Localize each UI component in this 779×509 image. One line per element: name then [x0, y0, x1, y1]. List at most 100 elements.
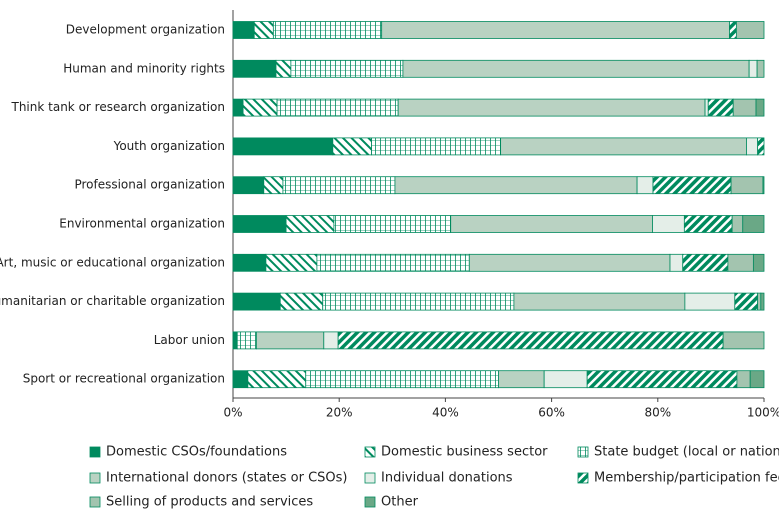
bar-segment	[749, 370, 765, 389]
x-tick-label: 80%	[644, 406, 671, 420]
legend-swatch	[364, 472, 376, 484]
bar-segment	[232, 292, 281, 311]
bar-segment	[755, 98, 765, 117]
bar-segment	[285, 215, 335, 233]
legend-swatch	[89, 446, 101, 458]
category-label: Think tank or research organization	[11, 100, 226, 114]
bar-segment	[757, 292, 762, 311]
bar-segment	[736, 370, 751, 389]
x-tick-label: 60%	[538, 406, 565, 420]
bar-segment	[669, 253, 684, 272]
bar-segment	[683, 215, 733, 233]
legend-swatch	[364, 446, 376, 458]
legend-label: State budget (local or national)	[594, 445, 779, 460]
legend-label: International donors (states or CSOs)	[106, 471, 348, 486]
bar-segment	[232, 215, 287, 233]
x-tick-label: 100%	[747, 406, 779, 420]
bar-segment	[247, 370, 307, 389]
bar-segment	[722, 331, 765, 350]
bar-segment	[734, 292, 759, 311]
bar-segment	[450, 215, 653, 233]
bar-segment	[500, 137, 747, 156]
bar-segment	[684, 292, 736, 311]
bar-segment	[316, 253, 470, 272]
category-label: Human and minority rights	[63, 61, 225, 75]
bar-segment	[282, 176, 396, 195]
bar-segment	[732, 98, 757, 117]
bar-segment	[232, 176, 265, 195]
bar-segment	[232, 59, 277, 78]
bar-segment	[253, 21, 274, 39]
category-label: Youth organization	[113, 139, 225, 153]
bar-segment	[652, 215, 685, 233]
category-label: Art, music or educational organization	[0, 255, 225, 269]
bar-segment	[263, 176, 284, 195]
bar-segment	[760, 292, 765, 311]
bar-segment	[498, 370, 545, 389]
legend-label: Other	[381, 495, 419, 509]
category-label: Labor union	[154, 333, 225, 347]
bar-segment	[757, 137, 765, 156]
bar-segment	[232, 98, 244, 117]
bar-segment	[279, 292, 324, 311]
bar-segment	[255, 331, 325, 350]
bar-segment	[704, 98, 709, 117]
bar-segment	[730, 176, 764, 195]
bar-segment	[265, 253, 318, 272]
legend-label: Individual donations	[381, 471, 513, 486]
category-label: Sport or recreational organization	[23, 372, 225, 386]
legend-label: Domestic business sector	[381, 445, 548, 460]
bar-segment	[402, 59, 750, 78]
x-tick-label: 0%	[223, 406, 242, 420]
legend-label: Domestic CSOs/foundations	[106, 445, 287, 460]
bar-segment	[332, 137, 372, 156]
bar-segment	[337, 331, 724, 350]
x-tick-label: 20%	[326, 406, 353, 420]
bar-segment	[305, 370, 499, 389]
bar-segment	[756, 59, 765, 78]
bar-segment	[232, 21, 255, 39]
bar-segment	[727, 253, 754, 272]
bar-segment	[236, 331, 257, 350]
category-label: Professional organization	[74, 178, 225, 192]
legend-swatch	[577, 446, 589, 458]
bar-segment	[371, 137, 502, 156]
bar-segment	[333, 215, 452, 233]
bar-segment	[232, 253, 267, 272]
bar-segment	[586, 370, 738, 389]
x-tick-label: 40%	[432, 406, 459, 420]
bar-segment	[272, 21, 383, 39]
category-label: Humanitarian or charitable organization	[0, 294, 225, 308]
bar-segment	[752, 253, 765, 272]
bar-segment	[468, 253, 671, 272]
legend-swatch	[89, 472, 101, 484]
bar-segment	[735, 21, 765, 39]
bar-segment	[276, 98, 399, 117]
category-label: Environmental organization	[59, 217, 225, 231]
bar-segment	[232, 370, 249, 389]
bar-segment	[748, 59, 758, 78]
bar-segment	[232, 137, 334, 156]
legend-label: Selling of products and services	[106, 495, 313, 509]
bar-segment	[682, 253, 729, 272]
legend-swatch	[89, 496, 101, 508]
bar-segment	[275, 59, 292, 78]
bar-segment	[543, 370, 588, 389]
bar-segment	[232, 331, 238, 350]
bar-segment	[636, 176, 654, 195]
bar-segment	[290, 59, 404, 78]
bar-segment	[513, 292, 686, 311]
bar-segment	[742, 215, 765, 233]
bar-segment	[731, 215, 744, 233]
bar-segment	[746, 137, 759, 156]
bar-segment	[729, 21, 737, 39]
bar-segment	[707, 98, 734, 117]
bar-segment	[323, 331, 339, 350]
legend-label: Membership/participation fees	[594, 471, 779, 486]
bar-segment	[394, 176, 638, 195]
bar-segment	[762, 176, 765, 195]
bar-segment	[381, 21, 730, 39]
legend-swatch	[577, 472, 589, 484]
bar-segment	[397, 98, 706, 117]
bar-segment	[322, 292, 515, 311]
